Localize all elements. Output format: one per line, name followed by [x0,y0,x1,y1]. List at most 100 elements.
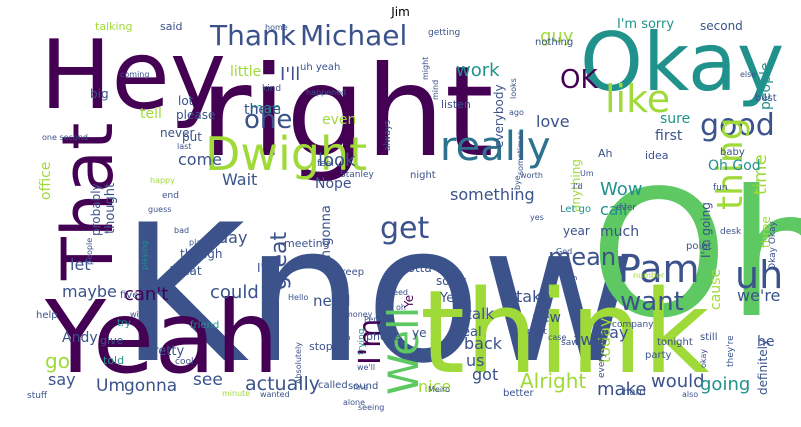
cloud-word: people [85,238,94,265]
cloud-word: fun [713,183,728,193]
cloud-word: Yep [439,291,462,306]
cloud-word: I'm gonna [319,205,334,270]
cloud-word: time [750,154,771,195]
cloud-word: also [682,390,698,399]
cloud-word: coming [120,70,149,79]
cloud-word: first [655,128,683,144]
cloud-word: five [120,290,138,301]
cloud-word: ever [616,203,636,213]
cloud-word: nice [418,377,451,396]
cloud-word: guy [540,26,574,47]
cloud-word: Okay Okay [768,221,778,270]
cloud-word: everybody [492,84,506,148]
figure-title: Jim [391,5,410,19]
cloud-word: good [700,108,775,143]
cloud-word: told [103,354,124,367]
cloud-word: okay [699,349,708,368]
cloud-word: put [182,130,202,144]
cloud-word: What [170,264,202,278]
cloud-word: today [595,318,614,364]
cloud-word: say [48,370,76,389]
cloud-word: give [100,334,124,347]
cloud-word: saw [561,338,579,348]
cloud-word: Hey [40,21,226,131]
cloud-word: place [189,238,211,247]
cloud-word: great [267,231,292,290]
cloud-word: Okay [580,16,784,109]
cloud-word: definitely [756,339,770,395]
cloud-word: want [620,287,684,317]
cloud-word: Nope [315,176,352,192]
cloud-word: else [740,70,756,79]
cloud-word: feel [317,159,334,169]
cloud-word: guess [148,205,171,214]
cloud-word: happened [306,88,346,97]
cloud-word: help [36,310,58,321]
cloud-word: little [230,64,261,80]
cloud-word: thinking [568,275,578,312]
cloud-word: fine [353,383,368,392]
cloud-word: OK [560,65,598,95]
cloud-word: Wow [600,179,642,200]
cloud-word: please [176,108,215,122]
cloud-word: I've [257,261,278,275]
cloud-word: tonight [657,337,693,348]
cloud-word: Oh [590,154,801,357]
cloud-word: friend [190,320,219,331]
cloud-word: I'm [353,319,388,365]
cloud-word: thing [710,117,751,210]
cloud-word: pretty [145,344,185,359]
cloud-word: mind [431,80,440,100]
cloud-word: go [45,349,70,373]
cloud-word: oh [396,303,406,312]
cloud-word: come [178,150,222,169]
cloud-word: Know [120,184,637,405]
cloud-word: lot [178,94,194,108]
cloud-word: there [244,102,281,118]
cloud-word: might [421,57,430,80]
cloud-word: happy [150,176,175,185]
cloud-word: got [472,365,498,384]
cloud-word: baby [720,147,745,158]
cloud-word: two [574,330,603,349]
cloud-word: God [556,247,572,256]
cloud-word: could [210,282,259,303]
cloud-word: Thank [209,19,297,52]
cloud-word: Ah [598,147,613,160]
cloud-word: day [218,228,247,247]
cloud-word: keep [340,267,364,278]
cloud-word: end [162,191,179,201]
cloud-word: money [345,310,373,319]
cloud-word: thought [103,183,118,234]
cloud-word: Yeah [44,279,279,396]
cloud-word: number [633,271,665,280]
cloud-word: Meiro [428,385,450,394]
cloud-word: still [700,332,717,343]
cloud-word: Well [379,307,428,395]
cloud-word: point [686,241,712,252]
cloud-word: I'd [573,182,583,191]
cloud-word: called [318,380,348,391]
cloud-word: really [440,124,551,170]
cloud-word: actually [245,373,320,395]
cloud-word: phone [366,330,401,343]
cloud-word: can't [124,284,168,305]
cloud-word: I'll [280,64,300,85]
cloud-word: call [600,200,628,219]
cloud-word: way [596,323,628,342]
cloud-word: never [160,126,194,140]
cloud-word: let [70,255,91,274]
cloud-word: try [117,318,131,329]
cloud-word: Andy [62,330,98,346]
cloud-word: alone [343,398,365,407]
cloud-word: something [450,185,535,204]
cloud-word: probably [89,183,103,236]
cloud-word: Alright [520,369,586,393]
cloud-word: Absolutely [294,342,303,384]
cloud-word: kind [262,84,281,94]
cloud-word: everything [597,329,607,378]
cloud-word: case [548,333,566,342]
cloud-word: one second [42,133,88,142]
cloud-word: make [597,379,646,400]
cloud-word: take [516,287,551,306]
